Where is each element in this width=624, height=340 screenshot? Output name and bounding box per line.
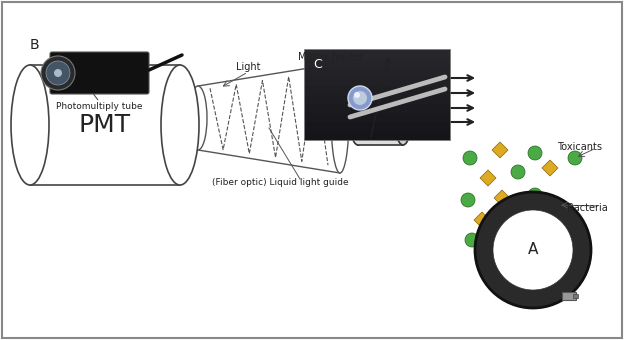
Bar (573, 294, 578, 299)
Ellipse shape (161, 65, 199, 185)
Ellipse shape (347, 55, 369, 145)
Circle shape (402, 124, 406, 129)
Circle shape (528, 146, 542, 160)
Bar (562, 292, 576, 301)
Text: Toxicants: Toxicants (557, 142, 602, 152)
Circle shape (398, 130, 402, 134)
Text: (Fiber optic) Liquid light guide: (Fiber optic) Liquid light guide (212, 178, 348, 187)
Ellipse shape (189, 86, 207, 150)
Polygon shape (492, 142, 508, 158)
Circle shape (511, 165, 525, 179)
Bar (305, 68, 450, 77)
Circle shape (41, 56, 75, 90)
Bar (305, 122, 450, 131)
Circle shape (402, 127, 407, 131)
Circle shape (461, 193, 475, 207)
Circle shape (402, 81, 406, 85)
Circle shape (402, 123, 406, 127)
Text: PMT: PMT (79, 113, 131, 137)
Circle shape (397, 85, 402, 89)
Circle shape (528, 188, 542, 202)
Circle shape (399, 62, 403, 66)
Bar (305, 86, 450, 95)
Circle shape (398, 97, 402, 100)
Text: A: A (528, 242, 538, 257)
Circle shape (531, 228, 545, 242)
Bar (305, 95, 450, 104)
Circle shape (406, 121, 409, 125)
Text: Bacteria: Bacteria (567, 203, 608, 213)
Circle shape (353, 91, 367, 105)
Circle shape (397, 97, 401, 101)
Text: C: C (313, 58, 322, 71)
Circle shape (465, 233, 479, 247)
Bar (305, 77, 450, 86)
Text: Light: Light (236, 62, 260, 72)
Polygon shape (494, 190, 510, 206)
Polygon shape (480, 170, 496, 186)
FancyBboxPatch shape (50, 52, 149, 94)
Circle shape (394, 112, 399, 116)
Circle shape (463, 151, 477, 165)
Text: Matrix holder: Matrix holder (298, 52, 363, 62)
Circle shape (508, 211, 522, 225)
Circle shape (398, 109, 402, 113)
Circle shape (404, 103, 407, 107)
Circle shape (401, 75, 404, 79)
Circle shape (402, 64, 406, 68)
Bar (305, 104, 450, 113)
Circle shape (398, 96, 402, 100)
Ellipse shape (331, 63, 349, 173)
Bar (305, 50, 450, 59)
Ellipse shape (11, 65, 49, 185)
Circle shape (402, 134, 406, 138)
Polygon shape (497, 230, 513, 246)
Circle shape (493, 210, 573, 290)
Polygon shape (542, 160, 558, 176)
Circle shape (348, 86, 372, 110)
Bar (305, 113, 450, 122)
Polygon shape (474, 212, 490, 228)
Circle shape (404, 90, 408, 94)
Text: Photomultiply tube: Photomultiply tube (56, 102, 143, 111)
Ellipse shape (392, 55, 414, 145)
Circle shape (354, 92, 360, 98)
Circle shape (54, 69, 62, 77)
Text: B: B (29, 38, 39, 52)
Bar (305, 59, 450, 68)
Circle shape (396, 98, 400, 102)
Bar (305, 50, 450, 140)
Bar (305, 131, 450, 140)
Circle shape (396, 123, 401, 127)
Polygon shape (540, 207, 556, 223)
Bar (30, 65, 180, 185)
Circle shape (475, 192, 591, 308)
Circle shape (396, 125, 400, 130)
Circle shape (568, 151, 582, 165)
Circle shape (400, 115, 404, 119)
Circle shape (46, 61, 70, 85)
Bar (358, 55, 403, 145)
